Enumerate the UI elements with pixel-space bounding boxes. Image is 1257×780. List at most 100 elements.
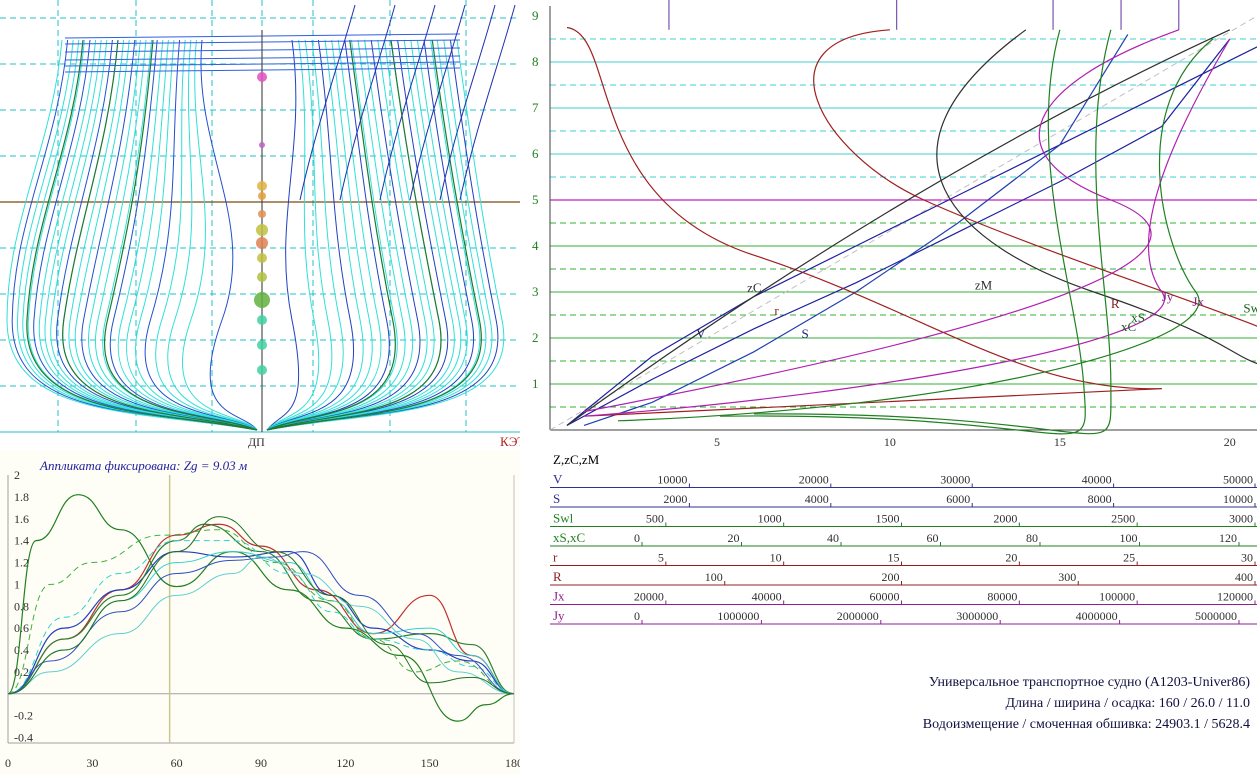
scale-name: S bbox=[553, 491, 560, 506]
station-line-fore bbox=[266, 39, 373, 431]
station-line-fore bbox=[266, 39, 382, 431]
scale-tick-label: 3000 bbox=[1229, 512, 1253, 526]
station-line-green bbox=[266, 39, 396, 431]
keel-label: КЭТЧ bbox=[500, 434, 520, 449]
curve-label-zM: zM bbox=[975, 278, 993, 293]
scale-tick-label: 10000 bbox=[657, 473, 687, 487]
reference-diagonal bbox=[549, 15, 1257, 431]
station-line-fore bbox=[266, 39, 406, 431]
scale-name: V bbox=[553, 472, 563, 487]
station-line-green bbox=[266, 39, 442, 431]
curve-label-zC: zC bbox=[747, 280, 761, 295]
center-point-marker bbox=[254, 292, 270, 308]
station-line-green bbox=[62, 39, 258, 431]
curve-Jx bbox=[583, 38, 1231, 417]
curve-xS bbox=[719, 29, 1086, 435]
scale-tick-label: 40 bbox=[827, 531, 839, 545]
scale-tick-label: 30000 bbox=[940, 473, 970, 487]
scale-name: r bbox=[553, 550, 558, 565]
stability-bg bbox=[0, 450, 520, 775]
station-line-aft bbox=[62, 39, 258, 431]
curve-zC bbox=[566, 29, 1231, 426]
scale-tick-label: 120000 bbox=[1217, 590, 1253, 604]
scale-tick-label: 1500 bbox=[876, 512, 900, 526]
curve-label-r: r bbox=[774, 303, 779, 318]
center-point-marker bbox=[257, 272, 267, 282]
stability-y-tick: 0.8 bbox=[14, 599, 29, 613]
scale-tick-label: 80 bbox=[1026, 531, 1038, 545]
scale-tick-label: 60 bbox=[927, 531, 939, 545]
bow-line bbox=[459, 4, 516, 201]
bow-line bbox=[439, 4, 496, 201]
vessel-displacement: Водоизмещение / смоченная обшивка: 24903… bbox=[922, 717, 1250, 732]
z-tick-label: 4 bbox=[532, 238, 539, 253]
scale-tick-label: 2000000 bbox=[837, 609, 879, 623]
scale-tick-label: 100000 bbox=[1099, 590, 1135, 604]
scale-tick-label: 8000 bbox=[1088, 492, 1112, 506]
center-point-marker bbox=[257, 181, 267, 191]
x-tick-label: 10 bbox=[884, 435, 896, 449]
z-tick-label: 9 bbox=[532, 8, 539, 23]
station-line-fore bbox=[266, 39, 442, 431]
curve-label-S: S bbox=[802, 326, 809, 341]
vessel-info: Универсальное транспортное судно (А1203-… bbox=[820, 672, 1250, 772]
center-point-marker bbox=[257, 365, 267, 375]
scale-tick-label: 20 bbox=[1005, 551, 1017, 565]
scale-tick-label: 10 bbox=[770, 551, 782, 565]
station-line-aft bbox=[88, 39, 258, 431]
station-line-fore bbox=[266, 39, 428, 431]
stability-curve-extra bbox=[7, 556, 515, 695]
scale-tick-label: 2500 bbox=[1111, 512, 1135, 526]
curve-zM bbox=[936, 29, 1257, 365]
station-line-aft bbox=[11, 39, 258, 431]
station-line-fore bbox=[266, 39, 333, 431]
stability-x-tick: 60 bbox=[171, 756, 183, 770]
body-plan-chart: ВЛДПКЭТЧ bbox=[0, 0, 538, 449]
station-line-green bbox=[26, 39, 258, 431]
scale-tick-label: 3000000 bbox=[956, 609, 998, 623]
z-tick-label: 3 bbox=[532, 284, 539, 299]
x-tick-label: 20 bbox=[1224, 435, 1236, 449]
scale-name: Z,zC,zM bbox=[553, 452, 600, 467]
center-point-marker bbox=[257, 253, 267, 263]
station-line-fore bbox=[266, 39, 355, 431]
bow-line bbox=[379, 4, 436, 201]
station-line-aft bbox=[95, 39, 258, 431]
center-point-marker bbox=[258, 192, 266, 200]
stability-y-tick: 1.6 bbox=[14, 512, 29, 526]
scale-name: R bbox=[553, 569, 562, 584]
station-line-aft bbox=[110, 39, 258, 431]
scale-tick-label: 2000 bbox=[663, 492, 687, 506]
curve-xC bbox=[753, 29, 1112, 435]
x-tick-label: 5 bbox=[714, 435, 720, 449]
station-line-aft bbox=[200, 39, 258, 431]
station-line-fore bbox=[266, 39, 435, 431]
stability-y-tick: 0.2 bbox=[14, 665, 29, 679]
station-line-aft bbox=[144, 39, 258, 431]
scale-tick-label: 120 bbox=[1219, 531, 1237, 545]
center-point-marker bbox=[258, 210, 266, 218]
curve-label-R: R bbox=[1111, 296, 1120, 311]
stability-y-tick: 1 bbox=[14, 577, 20, 591]
stability-x-tick: 180 bbox=[505, 756, 520, 770]
scale-tick-label: 1000000 bbox=[717, 609, 759, 623]
scale-name: xS,xC bbox=[553, 530, 585, 545]
station-line-fore bbox=[266, 39, 344, 431]
stability-y-tick: -0.2 bbox=[14, 709, 33, 723]
stability-curve-extra bbox=[7, 540, 515, 695]
stability-diagram-panel: Аппликата фиксирована: Zg = 9.03 м 2 1.8 1.… bbox=[0, 450, 523, 775]
curve-label-xC: xC bbox=[1121, 319, 1136, 334]
center-point-marker bbox=[257, 340, 267, 350]
curve-Swl bbox=[617, 38, 1214, 422]
curve-label-Jx: Jx bbox=[1192, 294, 1204, 309]
scale-name: Jy bbox=[553, 608, 565, 623]
station-line-aft bbox=[182, 39, 258, 431]
scale-tick-label: 20000 bbox=[799, 473, 829, 487]
stability-y-tick: 1.8 bbox=[14, 490, 29, 504]
stability-y-tick: 1.4 bbox=[14, 534, 29, 548]
station-line-green bbox=[266, 39, 482, 431]
stability-y-tick: -0.4 bbox=[14, 731, 33, 745]
scale-name: Jx bbox=[553, 589, 565, 604]
